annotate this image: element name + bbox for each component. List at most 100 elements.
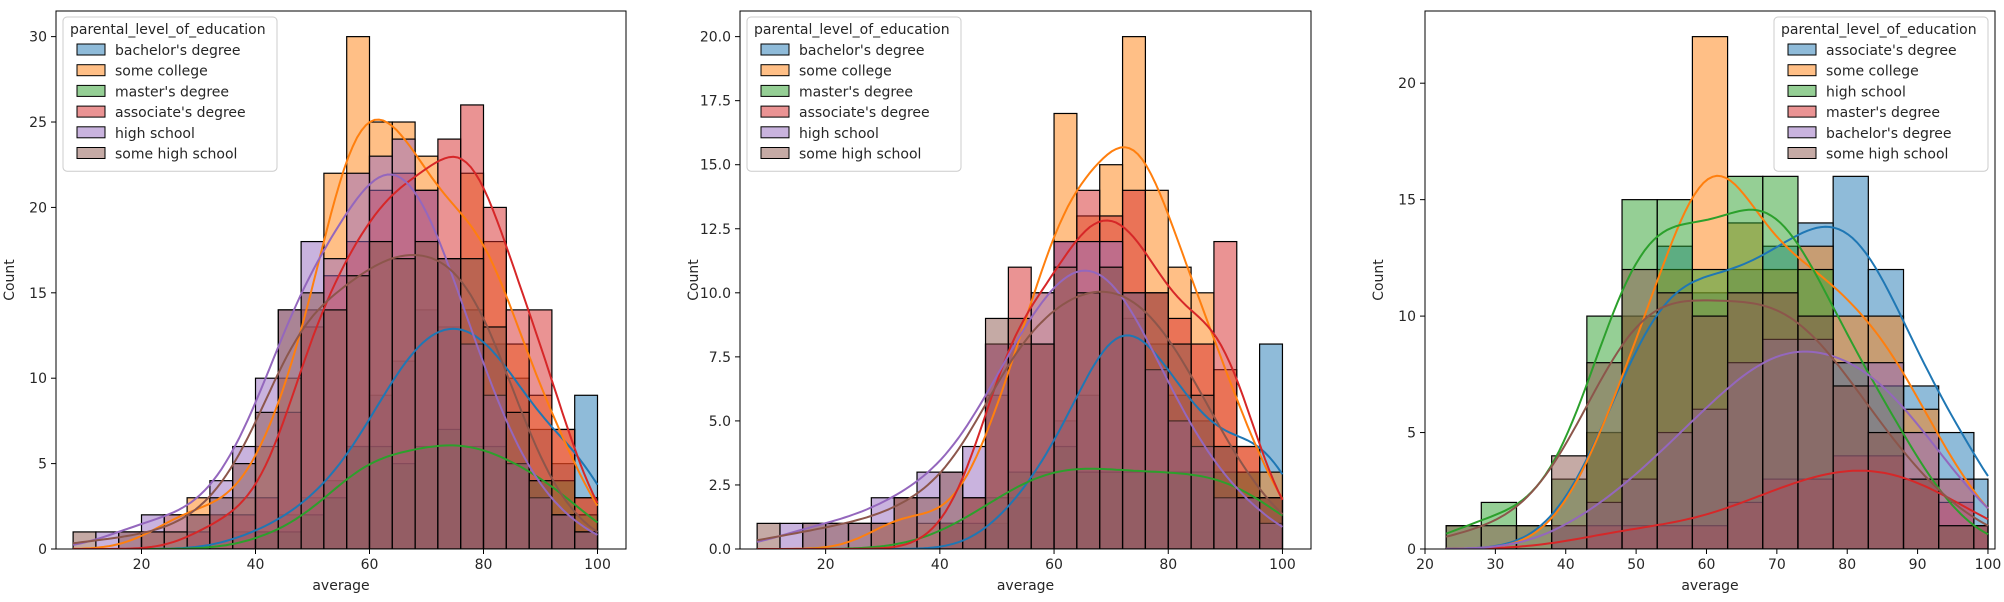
y-axis-label: Count [2, 259, 18, 301]
histogram-bar [1867, 431, 1905, 549]
histogram-bar [1445, 525, 1482, 549]
legend-swatch [76, 105, 106, 118]
legend: parental_level_of_education associate's d… [1773, 16, 1989, 172]
axes-frame [1424, 10, 1996, 550]
x-tick-label: 80 [1159, 557, 1177, 573]
kde-line [757, 219, 1284, 549]
x-tick-label: 100 [584, 557, 611, 573]
histogram-bar [1656, 292, 1694, 549]
kde-line [73, 155, 599, 549]
plot-area [72, 36, 599, 549]
legend-title: parental_level_of_education [70, 22, 266, 38]
x-tick-label: 60 [1045, 557, 1063, 573]
legend-box [62, 16, 278, 172]
plot-area [1445, 36, 1989, 549]
legend-swatch [1787, 43, 1817, 56]
legend-swatch [760, 105, 790, 118]
kde-line [1445, 299, 1989, 538]
histogram-bar [1099, 266, 1124, 549]
histogram-bar [368, 240, 393, 549]
legend-entry: associate's degree [115, 105, 246, 121]
x-tick-label: 40 [1557, 557, 1575, 573]
legend-swatch [1787, 126, 1817, 139]
x-tick-label: 40 [247, 557, 265, 573]
y-tick-label: 5.0 [709, 414, 731, 430]
histogram-bar [1007, 317, 1032, 549]
histogram-bar [984, 317, 1009, 549]
legend-entry: some high school [1826, 147, 1948, 163]
kde-line [72, 253, 599, 545]
chart-panel-1: 20 40 60 80 100 0 5 10 15 20 25 30 average Count paren… [2, 10, 627, 594]
x-tick-label: 70 [1768, 557, 1786, 573]
x-tick-label: 60 [361, 557, 379, 573]
y-tick-label: 25 [29, 115, 47, 131]
y-tick-label: 10 [29, 371, 47, 387]
y-tick-label: 15 [29, 286, 47, 302]
histogram-bar [1726, 292, 1764, 549]
legend-entry: master's degree [115, 84, 229, 100]
x-tick-label: 30 [1486, 557, 1504, 573]
x-tick-label: 60 [1698, 557, 1716, 573]
histogram-bar [505, 411, 530, 549]
y-tick-label: 15 [1398, 193, 1416, 209]
y-tick-label: 10.0 [700, 286, 731, 302]
histogram-bar [346, 275, 371, 549]
y-tick-label: 12.5 [700, 222, 731, 238]
legend-swatch [1787, 64, 1817, 77]
legend-entry: high school [1826, 84, 1906, 100]
legend-swatch [760, 147, 790, 159]
kde-line [1446, 469, 1989, 549]
kde-line [1446, 225, 1989, 549]
y-tick-label: 20 [29, 200, 47, 216]
histogram-bar [962, 497, 987, 549]
x-tick-label: 20 [133, 557, 151, 573]
legend-box [746, 16, 962, 172]
legend-entry: associate's degree [799, 105, 930, 121]
kde-line [1446, 350, 1989, 549]
histogram-bar [1236, 497, 1261, 549]
legend-entry: some college [799, 64, 892, 80]
y-tick-label: 10 [1398, 309, 1416, 325]
legend-entry: master's degree [799, 84, 913, 100]
legend-entry: some college [115, 64, 208, 80]
axes-frame [739, 10, 1312, 550]
histogram-bar [847, 522, 872, 549]
histogram-bar [1832, 385, 1869, 549]
legend-entry: master's degree [1826, 105, 1940, 121]
legend-entry: high school [115, 126, 195, 142]
legend-swatch [1787, 84, 1817, 97]
y-tick-label: 15.0 [700, 158, 731, 174]
y-tick-label: 0 [1407, 542, 1416, 558]
legend: parental_level_of_education bachelor's de… [746, 16, 962, 172]
y-tick-label: 7.5 [709, 350, 731, 366]
y-tick-label: 5 [1407, 426, 1416, 442]
y-tick-label: 20 [1398, 76, 1416, 92]
histogram-bar [391, 258, 416, 549]
kde-line [72, 173, 598, 546]
x-tick-label: 90 [1909, 557, 1927, 573]
legend-entry: some college [1826, 64, 1919, 80]
legend-swatch [76, 43, 106, 56]
x-tick-label: 80 [1838, 557, 1856, 573]
axes-frame [55, 10, 627, 550]
histogram-bar [551, 514, 576, 549]
histogram-bar [300, 292, 325, 549]
kde-line [73, 118, 599, 549]
legend-swatch [76, 147, 106, 159]
series-bars [1445, 268, 1989, 549]
legend-swatch [760, 64, 790, 77]
histogram-bar [1259, 497, 1284, 549]
kde-line [757, 334, 1284, 549]
histogram-bar [1190, 394, 1215, 549]
histogram-bar [1762, 292, 1799, 549]
histogram-bar [414, 240, 439, 549]
histogram-bar [1938, 525, 1975, 549]
y-tick-label: 0 [38, 542, 47, 558]
y-tick-label: 2.5 [709, 478, 731, 494]
histogram-bar [1144, 292, 1169, 549]
histogram-bar [482, 326, 507, 549]
legend-entry: bachelor's degree [115, 43, 241, 59]
legend-entry: bachelor's degree [799, 43, 925, 59]
histogram-bar [1213, 445, 1238, 549]
x-tick-label: 40 [931, 557, 949, 573]
